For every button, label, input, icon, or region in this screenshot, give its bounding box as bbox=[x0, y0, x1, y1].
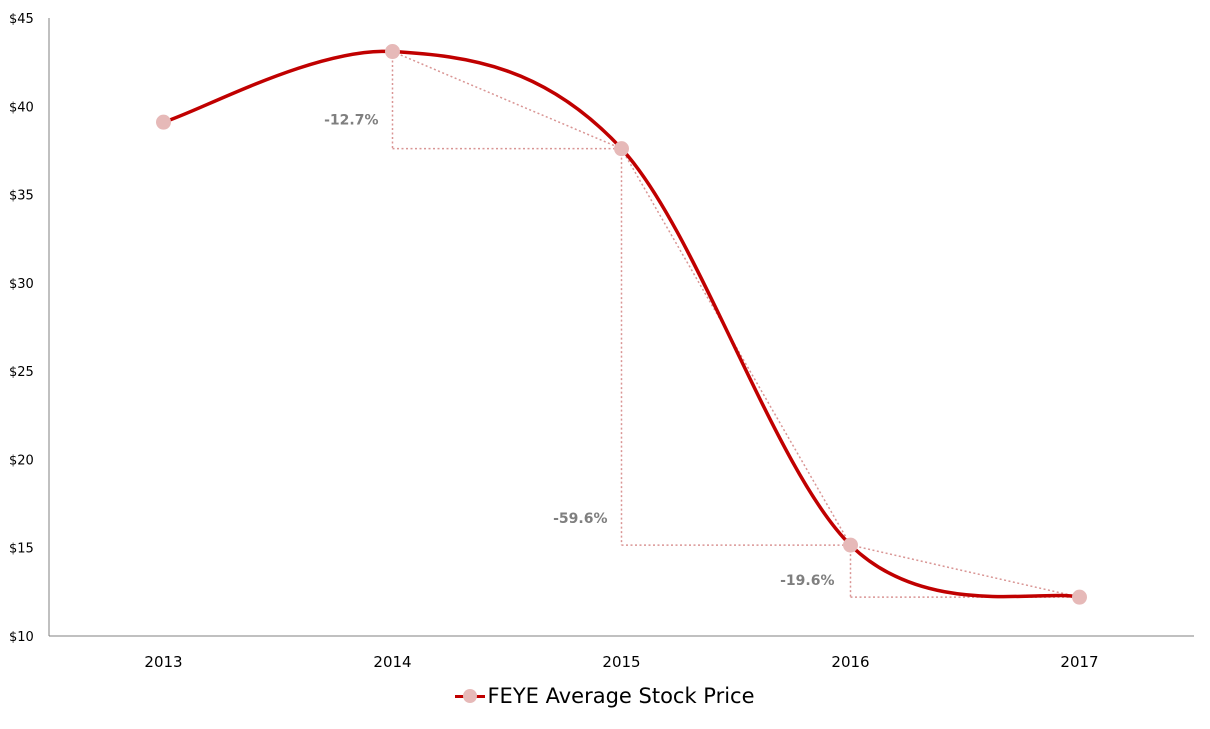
legend-dot-swatch bbox=[463, 689, 478, 703]
line-chart: $10$15$20$25$30$35$40$45 2013 2014 2015 201… bbox=[9, 12, 1194, 671]
series-line-feye bbox=[161, 49, 1082, 599]
data-point-2016[interactable] bbox=[843, 537, 858, 553]
y-tick-label: $30 bbox=[9, 277, 34, 292]
y-axis: $10 $15 $20 $25 $30 $35 $40 $45 bbox=[9, 12, 34, 645]
data-point-2015[interactable] bbox=[614, 141, 629, 157]
y-tick-label: $20 bbox=[9, 453, 34, 468]
data-point-2014[interactable] bbox=[385, 44, 400, 60]
legend-label: FEYE Average Stock Price bbox=[487, 684, 755, 708]
legend: FEYE Average Stock Price bbox=[0, 684, 1210, 712]
y-tick-label: $40 bbox=[9, 100, 34, 115]
y-tick-label: $25 bbox=[9, 365, 34, 380]
y-tick-label: $35 bbox=[9, 189, 34, 204]
annotation-label: -59.6% bbox=[553, 511, 607, 527]
y-tick-label: $45 bbox=[9, 12, 34, 27]
annotation-label: -19.6% bbox=[780, 573, 834, 589]
x-tick-label: 2013 bbox=[144, 653, 182, 671]
y-tick-label: $10 bbox=[9, 630, 34, 645]
legend-item[interactable]: FEYE Average Stock Price bbox=[455, 684, 755, 708]
series-markers bbox=[156, 44, 1087, 605]
change-annotations: -12.7% -59.6% -19.6% bbox=[324, 50, 1080, 598]
data-point-2017[interactable] bbox=[1072, 589, 1087, 605]
annotation-label: -12.7% bbox=[324, 113, 378, 129]
legend-marker-icon bbox=[455, 685, 486, 707]
annotation-diagonal-line bbox=[392, 50, 622, 150]
x-axis: 2013 2014 2015 2016 2017 bbox=[144, 653, 1098, 671]
x-tick-label: 2016 bbox=[831, 653, 869, 671]
x-tick-label: 2014 bbox=[373, 653, 411, 671]
data-point-2013[interactable] bbox=[156, 114, 171, 130]
annotation-diagonal-line bbox=[850, 544, 1080, 598]
y-tick-label: $15 bbox=[9, 542, 34, 557]
x-tick-label: 2015 bbox=[602, 653, 640, 671]
x-tick-label: 2017 bbox=[1060, 653, 1098, 671]
